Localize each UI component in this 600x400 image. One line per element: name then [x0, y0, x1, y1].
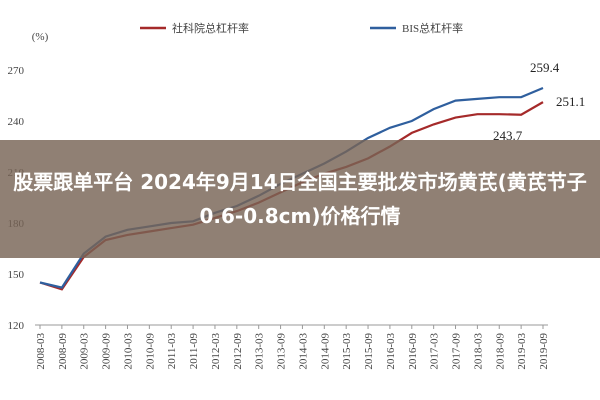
legend-label: BIS总杠杆率: [402, 21, 463, 35]
x-tick-label: 2012-03: [210, 333, 222, 370]
x-tick-label: 2017-03: [429, 333, 441, 370]
x-tick-label: 2011-03: [166, 333, 178, 370]
annotation: 243.7: [493, 128, 523, 143]
x-tick-label: 2008-09: [57, 333, 69, 370]
x-tick-label: 2011-09: [188, 333, 200, 370]
x-tick-label: 2012-09: [232, 333, 244, 370]
x-tick-label: 2015-09: [363, 333, 375, 370]
annotation: 259.4: [530, 60, 560, 75]
x-tick-label: 2010-09: [144, 333, 156, 370]
x-tick-label: 2017-09: [451, 333, 463, 370]
overlay-banner: 股票跟单平台 2024年9月14日全国主要批发市场黄芪(黄芪节子0.6-0.8c…: [0, 140, 600, 258]
x-tick-label: 2013-03: [254, 333, 266, 370]
legend-label: 社科院总杠杆率: [172, 21, 249, 35]
x-tick-label: 2019-03: [516, 333, 528, 370]
x-tick-label: 2009-09: [101, 333, 113, 370]
x-tick-label: 2019-09: [538, 333, 550, 370]
y-tick-label: 270: [8, 65, 25, 77]
y-unit: (%): [32, 31, 49, 43]
x-tick-label: 2009-03: [79, 333, 91, 370]
x-tick-label: 2013-09: [276, 333, 288, 370]
x-tick-label: 2014-09: [319, 333, 331, 370]
x-tick-label: 2010-03: [122, 333, 134, 370]
x-tick-label: 2016-03: [385, 333, 397, 370]
x-tick-label: 2018-03: [472, 333, 484, 370]
y-tick-label: 240: [8, 116, 25, 128]
x-tick-label: 2018-09: [494, 333, 506, 370]
x-tick-label: 2014-03: [297, 333, 309, 370]
x-tick-label: 2015-03: [341, 333, 353, 370]
annotation: 251.1: [556, 94, 585, 109]
y-tick-label: 150: [8, 269, 25, 281]
y-tick-label: 120: [8, 320, 25, 332]
x-tick-label: 2016-09: [407, 333, 419, 370]
x-tick-label: 2008-03: [35, 333, 47, 370]
